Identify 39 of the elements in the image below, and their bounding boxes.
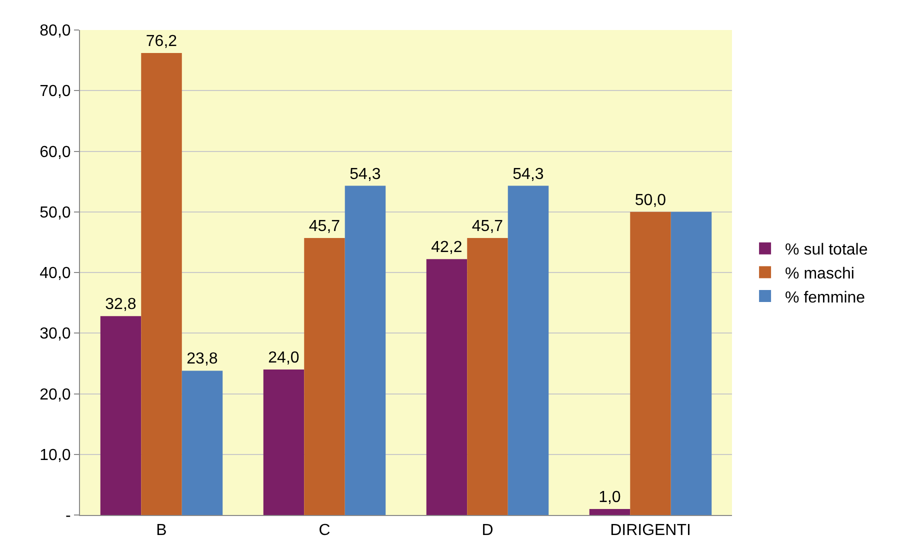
data-label: 76,2: [146, 33, 178, 50]
y-tick-label: 50,0: [40, 204, 71, 222]
y-tick-label: 30,0: [40, 326, 71, 343]
data-label: 54,3: [350, 166, 381, 183]
y-tick-label: -: [65, 508, 71, 525]
legend-label: % femmine: [785, 289, 866, 306]
bar: [508, 186, 549, 515]
bar: [426, 259, 468, 515]
x-tick-label: B: [156, 522, 167, 540]
data-label: 45,7: [308, 218, 340, 235]
bar: [100, 316, 142, 515]
bar: [182, 370, 223, 515]
y-tick-label: 20,0: [40, 386, 71, 404]
bar: [589, 508, 630, 515]
bar: [141, 53, 182, 515]
y-tick-label: 70,0: [40, 83, 71, 100]
data-label: 23,8: [186, 350, 218, 368]
data-label: 32,8: [105, 296, 136, 314]
bar: [263, 370, 304, 515]
x-tick-label: C: [318, 522, 330, 540]
bar: [670, 212, 712, 515]
legend-label: % sul totale: [785, 242, 868, 259]
data-label: 1,0: [598, 488, 621, 506]
bar: [467, 238, 508, 515]
bar: [630, 212, 671, 515]
bar: [304, 238, 345, 515]
data-label: 54,3: [512, 166, 544, 183]
y-tick-label: 60,0: [40, 144, 71, 161]
data-label: 50,0: [634, 192, 666, 209]
data-label: 45,7: [472, 218, 504, 235]
x-tick-label: DIRIGENTI: [610, 522, 691, 540]
y-tick-label: 80,0: [40, 22, 71, 40]
bar: [344, 186, 386, 515]
y-tick-label: 40,0: [40, 265, 71, 282]
data-label: 24,0: [268, 350, 300, 366]
data-label: 42,2: [431, 239, 462, 256]
y-tick-label: 10,0: [40, 446, 71, 464]
x-tick-label: D: [482, 522, 494, 540]
legend-label: % maschi: [785, 265, 854, 282]
